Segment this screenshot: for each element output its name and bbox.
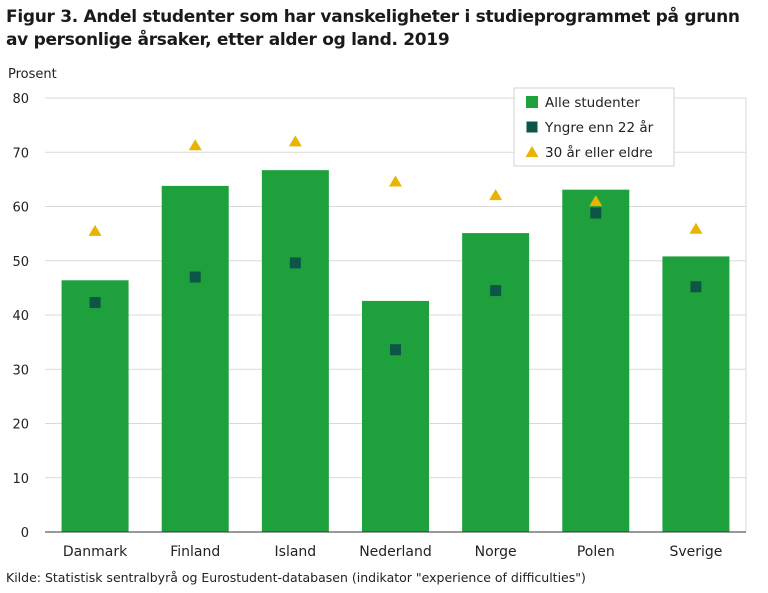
x-tick-label: Norge: [475, 544, 517, 560]
old-marker: [288, 135, 302, 147]
y-tick-label: 40: [12, 309, 29, 324]
old-marker: [489, 189, 503, 201]
old-marker: [188, 139, 202, 151]
young-marker: [490, 285, 502, 297]
young-marker: [690, 281, 702, 293]
y-tick-label: 20: [12, 418, 29, 433]
y-tick-label: 60: [12, 201, 29, 216]
y-tick-label: 70: [12, 146, 29, 161]
bar-series: [61, 170, 730, 532]
old-marker: [389, 175, 402, 187]
axes: 0 10 20 30 40 50 60 70 80 Danmark Finland Island Ned…: [12, 92, 746, 560]
bar: [362, 300, 429, 532]
old-marker: [88, 224, 102, 236]
marker-series: [88, 135, 703, 356]
bar: [462, 233, 530, 532]
y-axis-label: Prosent: [8, 67, 57, 82]
x-tick-label: Sverige: [669, 544, 722, 560]
legend-box: [513, 87, 675, 167]
bar: [562, 189, 630, 532]
x-tick-label: Island: [275, 544, 317, 560]
old-marker: [689, 222, 703, 234]
young-marker: [189, 271, 201, 283]
bar: [261, 170, 329, 532]
chart-title: Figur 3. Andel studenter som har vanskel…: [6, 7, 740, 50]
source-note: Kilde: Statistisk sentralbyrå og Eurostu…: [6, 570, 586, 585]
old-marker: [589, 195, 603, 207]
y-tick-label: 30: [12, 363, 29, 378]
x-tick-label: Finland: [170, 544, 220, 560]
legend: Alle studenter Yngre enn 22 år 30 år eller…: [513, 87, 675, 167]
legend-triangle-icon: [525, 146, 539, 157]
young-marker: [390, 344, 401, 356]
legend-square-icon: [526, 121, 538, 133]
young-marker: [89, 297, 101, 309]
bar: [662, 256, 730, 532]
legend-label: Alle studenter: [545, 95, 640, 111]
y-tick-label: 50: [12, 255, 29, 270]
legend-bar-icon: [526, 96, 538, 108]
young-marker: [590, 207, 602, 219]
y-tick-label: 0: [21, 526, 29, 541]
x-tick-label: Polen: [577, 544, 615, 560]
legend-label: Yngre enn 22 år: [544, 119, 654, 136]
bar: [161, 185, 229, 532]
x-tick-label: Nederland: [359, 544, 432, 560]
y-tick-label: 80: [12, 92, 29, 107]
bar: [61, 280, 129, 532]
legend-label: 30 år eller eldre: [545, 144, 653, 161]
young-marker: [289, 257, 301, 269]
x-tick-label: Danmark: [63, 544, 128, 560]
y-tick-label: 10: [12, 472, 29, 487]
